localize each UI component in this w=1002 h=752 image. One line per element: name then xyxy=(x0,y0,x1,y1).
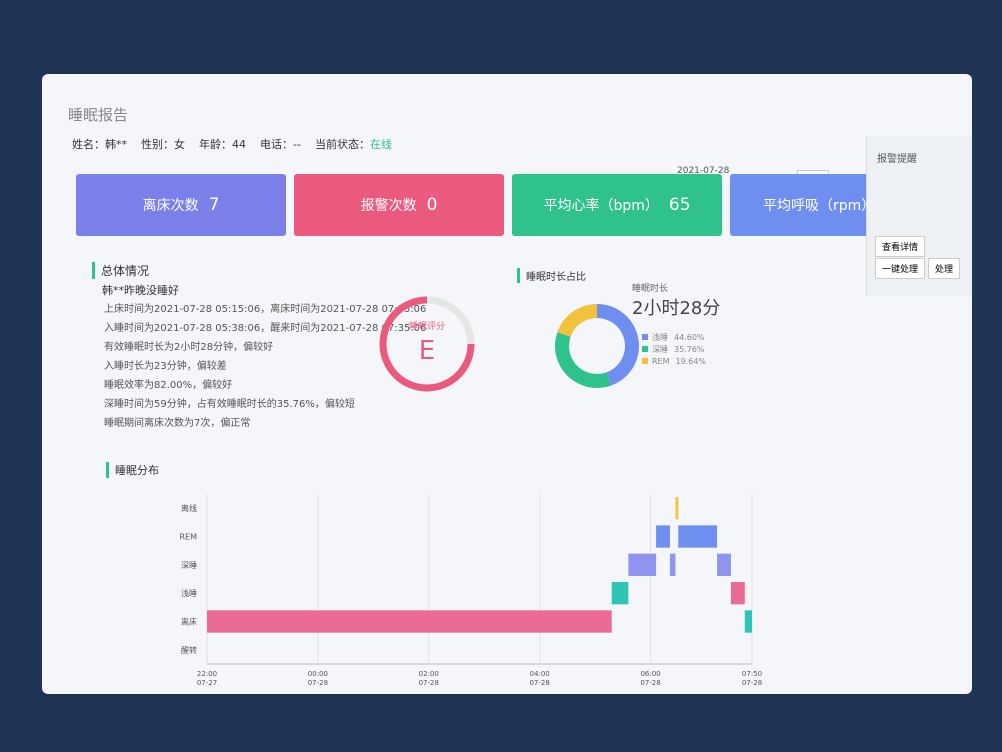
x-tick-date: 07-28 xyxy=(742,679,762,687)
info-age: 年龄：44 xyxy=(199,138,246,151)
stat-card: 平均心率（bpm） 65 xyxy=(512,174,722,236)
status-value: 在线 xyxy=(369,138,392,151)
info-name: 姓名：韩** xyxy=(72,138,127,151)
x-tick-label: 07:50 xyxy=(742,670,762,678)
alarm-title: 报警提醒 xyxy=(877,154,917,165)
card-value: 0 xyxy=(426,195,438,215)
x-tick-label: 04:00 xyxy=(530,670,550,678)
legend-value: 19.64% xyxy=(675,357,707,366)
alarm-button[interactable]: 一键处理 xyxy=(875,258,926,279)
overview-line: 上床时间为2021-07-28 05:15:06，离床时间为2021-07-28… xyxy=(104,304,427,315)
legend-name: 深睡 xyxy=(652,345,668,354)
x-tick-label: 06:00 xyxy=(640,670,660,678)
score-gauge: 睡眠评分 E xyxy=(379,296,475,392)
card-value: 65 xyxy=(668,195,691,215)
section-title: 睡眠时长占比 xyxy=(517,268,586,283)
alarm-buttons: 查看详情一键处理 处理 xyxy=(875,235,965,279)
legend-swatch xyxy=(642,358,648,364)
x-tick-date: 07-28 xyxy=(640,679,660,687)
alarm-panel: 报警提醒 查看详情一键处理 处理 xyxy=(866,136,972,296)
overview-line: 入睡时间为2021-07-28 05:38:06，醒来时间为2021-07-28… xyxy=(104,323,427,334)
legend-swatch xyxy=(642,334,648,340)
info-phone: 电话：-- xyxy=(260,138,301,151)
overview-line: 有效睡眠时长为2小时28分钟，偏较好 xyxy=(104,342,274,353)
info-bar: 姓名：韩** 性别：女 年龄：44 电话：-- 当前状态：在线 xyxy=(72,136,392,152)
page-title: 睡眠报告 xyxy=(68,106,129,124)
sleep-segment xyxy=(656,525,670,548)
stat-card: 报警次数 0 xyxy=(294,174,504,236)
donut-segment xyxy=(597,304,639,386)
info-gender: 性别：女 xyxy=(141,138,185,151)
donut-segment xyxy=(557,304,597,337)
y-tick-label: 离线 xyxy=(181,503,197,513)
sleep-segment xyxy=(717,553,731,576)
donut-segment xyxy=(555,332,611,388)
x-tick-label: 00:00 xyxy=(308,670,328,678)
headline: 韩**昨晚没睡好 xyxy=(102,284,179,297)
sleep-segment xyxy=(628,553,657,576)
ratio-legend: 浅睡 44.60% 深睡 35.76% REM 19.64% xyxy=(642,332,706,368)
report-panel: 睡眠报告 姓名：韩** 性别：女 年龄：44 电话：-- 当前状态：在线 202… xyxy=(42,74,972,694)
sleep-segment xyxy=(611,582,629,605)
x-tick-label: 02:00 xyxy=(419,670,439,678)
legend-value: 35.76% xyxy=(674,345,705,354)
score-label: 睡眠评分 xyxy=(409,320,445,332)
overview-line: 深睡时间为59分钟，占有效睡眠时长的35.76%，偏较短 xyxy=(104,399,355,410)
section-title: 睡眠分布 xyxy=(106,462,159,478)
overview-line: 入睡时长为23分钟，偏较差 xyxy=(104,361,227,372)
y-tick-label: 醒转 xyxy=(181,645,197,655)
y-tick-label: REM xyxy=(179,533,197,542)
section-title: 总体情况 xyxy=(92,262,149,279)
legend-item: 浅睡 44.60% xyxy=(642,332,706,344)
card-label: 离床次数 xyxy=(142,198,199,214)
info-status: 当前状态：在线 xyxy=(315,136,392,152)
y-tick-label: 浅睡 xyxy=(181,588,197,598)
card-label: 报警次数 xyxy=(360,198,417,214)
total-value: 2小时28分 xyxy=(632,298,721,319)
card-label: 平均呼吸（rpm） xyxy=(763,198,876,214)
overview-line: 睡眠效率为82.00%，偏较好 xyxy=(104,380,233,391)
overview-line: 睡眠期间离床次数为7次，偏正常 xyxy=(104,418,251,429)
sleep-segment xyxy=(207,610,612,633)
x-tick-label: 22:00 xyxy=(197,670,217,678)
sleep-segment xyxy=(744,610,752,633)
legend-swatch xyxy=(642,346,648,352)
alarm-button[interactable]: 查看详情 xyxy=(875,236,926,257)
x-tick-date: 07-27 xyxy=(197,679,217,687)
card-label: 平均心率（bpm） xyxy=(543,198,659,214)
y-tick-label: 深睡 xyxy=(181,561,197,570)
x-tick-date: 07-28 xyxy=(308,679,328,687)
date-picker[interactable]: 2021-07-28 xyxy=(677,166,730,176)
y-tick-label: 离床 xyxy=(181,617,197,627)
x-tick-date: 07-28 xyxy=(529,679,549,687)
score-grade: E xyxy=(419,336,435,366)
overview-lines: 上床时间为2021-07-28 05:15:06，离床时间为2021-07-28… xyxy=(104,300,426,433)
ratio-donut xyxy=(555,304,639,388)
sleep-distribution: 离线REM深睡浅睡离床醒转22:0007-2700:0007-2802:0007… xyxy=(179,494,762,687)
sleep-segment xyxy=(675,497,679,520)
legend-name: 浅睡 xyxy=(652,333,668,342)
card-value: 7 xyxy=(208,195,220,215)
sleep-segment xyxy=(669,553,676,576)
legend-item: REM 19.64% xyxy=(642,356,706,368)
total-label: 睡眠时长 xyxy=(632,284,669,294)
sleep-segment xyxy=(678,525,718,548)
legend-name: REM xyxy=(652,357,670,366)
sleep-segment xyxy=(730,582,745,605)
stat-card: 离床次数 7 xyxy=(76,174,286,236)
alarm-button[interactable]: 处理 xyxy=(928,258,961,279)
legend-item: 深睡 35.76% xyxy=(642,344,706,356)
x-tick-date: 07-28 xyxy=(419,679,439,687)
gauge-arc xyxy=(379,296,475,392)
status-label: 当前状态： xyxy=(314,138,370,151)
legend-value: 44.60% xyxy=(674,333,705,342)
